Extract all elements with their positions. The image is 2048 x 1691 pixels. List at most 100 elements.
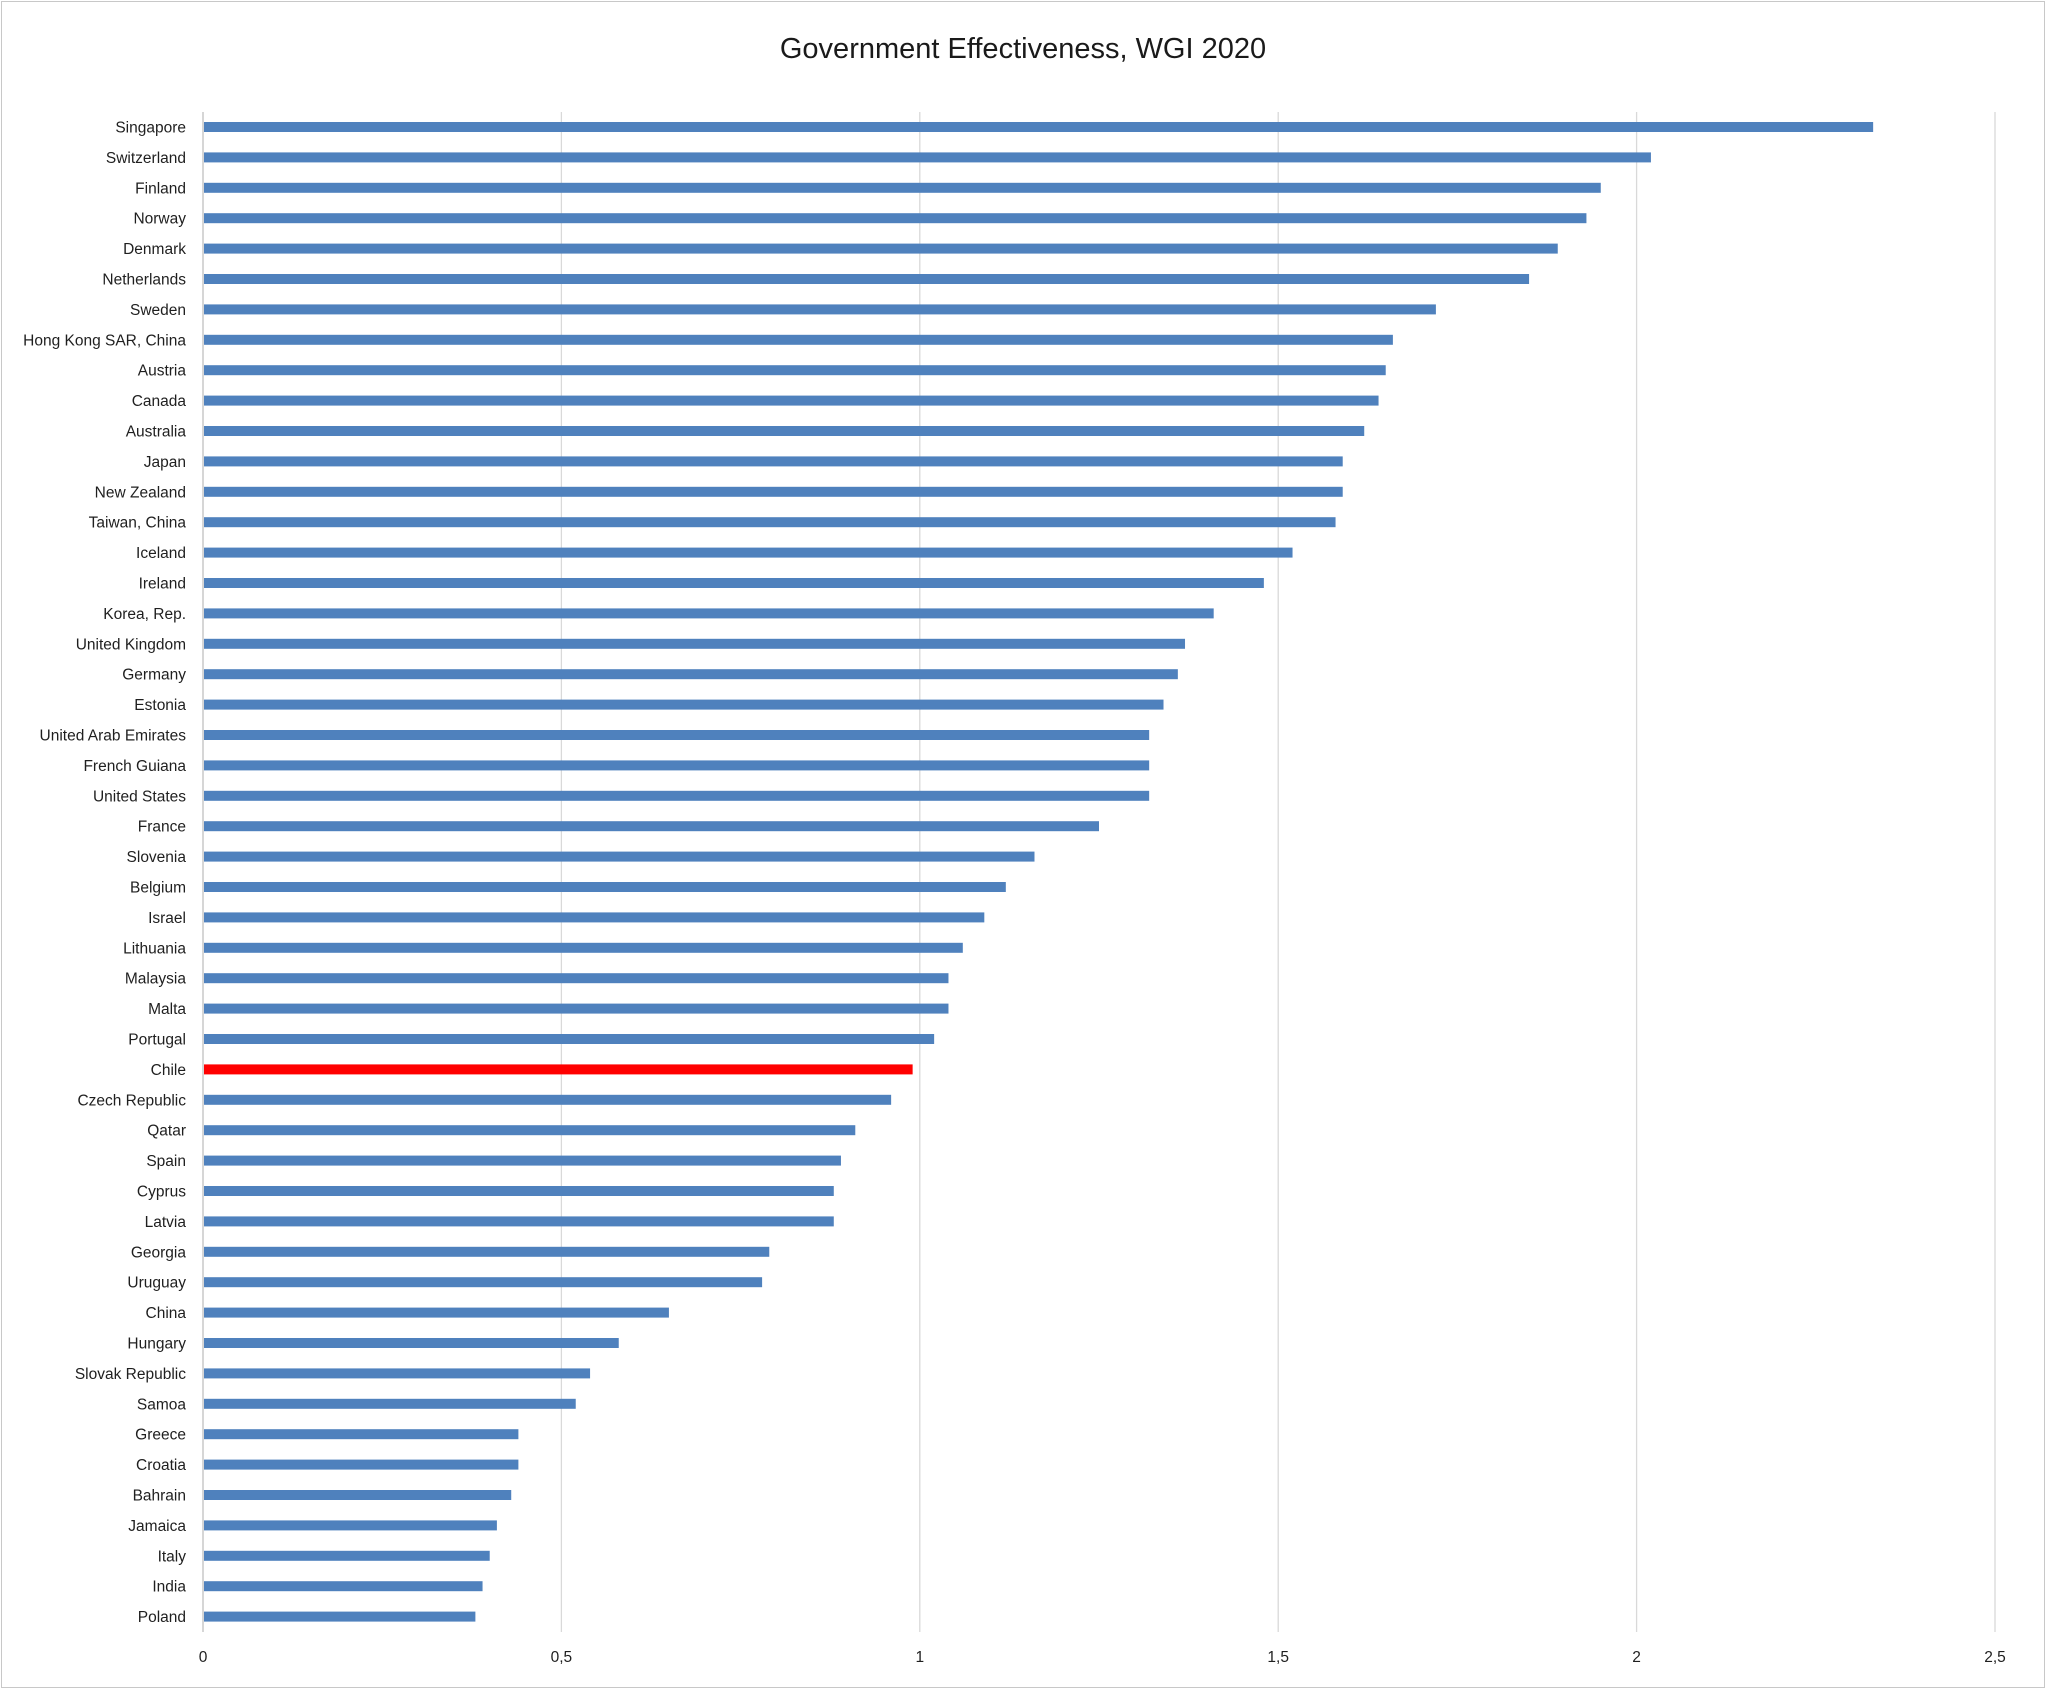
category-label: Denmark	[123, 241, 186, 258]
category-label: Samoa	[137, 1396, 186, 1413]
bar	[204, 1034, 935, 1044]
bar	[204, 608, 1214, 619]
x-tick-label: 0	[199, 1649, 208, 1666]
bar	[204, 912, 985, 923]
category-label: Poland	[138, 1609, 186, 1626]
category-label: Lithuania	[123, 940, 186, 957]
x-tick-label: 2	[1632, 1649, 1641, 1666]
bar	[204, 1186, 834, 1196]
category-label: Germany	[122, 667, 186, 684]
category-label: Canada	[132, 393, 187, 410]
bar	[204, 1338, 619, 1348]
category-label: Belgium	[130, 880, 186, 897]
x-axis-tick-labels: 0 0,5 1 1,5 2 2,5	[199, 1649, 2006, 1666]
bar	[204, 578, 1264, 588]
category-label: Hong Kong SAR, China	[23, 332, 186, 349]
category-label: Cyprus	[137, 1184, 186, 1201]
bar	[204, 821, 1099, 832]
category-label: Hungary	[127, 1336, 186, 1353]
category-label: Sweden	[130, 302, 186, 319]
category-label: French Guiana	[83, 758, 186, 775]
bar	[204, 1550, 490, 1561]
category-label: United States	[93, 788, 186, 805]
bars	[204, 122, 1874, 1622]
bar	[204, 1398, 576, 1409]
bar	[204, 790, 1150, 801]
bar	[204, 182, 1601, 193]
bar	[204, 213, 1587, 224]
category-label: Croatia	[136, 1457, 186, 1474]
bar	[204, 1490, 512, 1500]
bar	[204, 304, 1436, 315]
bar	[204, 942, 963, 953]
x-tick-label: 0,5	[551, 1649, 573, 1666]
bar	[204, 152, 1651, 163]
category-label: Malta	[148, 1001, 186, 1018]
category-label: France	[138, 819, 186, 836]
x-tick-label: 1	[915, 1649, 924, 1666]
bar	[204, 1094, 892, 1105]
category-labels: Singapore Switzerland Finland Norway Denmark…	[23, 120, 186, 1627]
bar-highlighted	[204, 1064, 913, 1075]
bar	[204, 1277, 763, 1288]
category-label: Slovak Republic	[75, 1366, 186, 1383]
category-label: Portugal	[128, 1032, 186, 1049]
x-tick-label: 1,5	[1267, 1649, 1289, 1666]
bar	[204, 638, 1186, 649]
category-label: Ireland	[139, 576, 186, 593]
bar	[204, 486, 1343, 497]
category-label: Estonia	[134, 697, 186, 714]
bar	[204, 1246, 770, 1257]
bar	[204, 426, 1365, 436]
category-label: Norway	[133, 211, 186, 228]
bar	[204, 760, 1150, 771]
bar	[204, 365, 1386, 376]
bar	[204, 243, 1558, 254]
category-label: Jamaica	[128, 1518, 186, 1535]
category-label: Spain	[146, 1153, 186, 1170]
category-label: Malaysia	[125, 971, 187, 988]
bar	[204, 1155, 841, 1166]
category-label: Korea, Rep.	[103, 606, 186, 623]
bar	[204, 1459, 519, 1470]
category-label: Uruguay	[127, 1275, 186, 1292]
bar	[204, 122, 1874, 132]
category-label: Japan	[144, 454, 186, 471]
category-label: Finland	[135, 180, 186, 197]
bar	[204, 547, 1293, 558]
category-label: Slovenia	[127, 849, 187, 866]
category-label: Switzerland	[106, 150, 186, 167]
category-label: Latvia	[145, 1214, 187, 1231]
bar	[204, 882, 1006, 892]
category-label: Chile	[151, 1062, 186, 1079]
bar	[204, 973, 949, 984]
category-label: Austria	[138, 363, 187, 380]
category-label: Georgia	[131, 1244, 187, 1261]
bar	[204, 395, 1379, 406]
bar	[204, 851, 1035, 862]
bar	[204, 1429, 519, 1440]
bar	[204, 517, 1336, 528]
category-label: Australia	[126, 424, 187, 441]
bar	[204, 1520, 497, 1531]
category-label: Israel	[148, 910, 186, 927]
category-label: Qatar	[147, 1123, 186, 1140]
category-label: India	[152, 1579, 186, 1596]
category-label: Iceland	[136, 545, 186, 562]
category-label: New Zealand	[95, 484, 186, 501]
category-label: Czech Republic	[77, 1092, 186, 1109]
category-label: China	[146, 1305, 187, 1322]
chart-title: Government Effectiveness, WGI 2020	[780, 33, 1266, 65]
x-tick-label: 2,5	[1984, 1649, 2006, 1666]
bar	[204, 1368, 591, 1379]
category-label: United Kingdom	[76, 636, 186, 653]
category-label: Taiwan, China	[89, 515, 187, 532]
bar	[204, 1581, 483, 1592]
bar	[204, 699, 1164, 710]
bar	[204, 1307, 669, 1318]
category-label: Greece	[135, 1427, 186, 1444]
bar	[204, 1125, 856, 1136]
category-label: Netherlands	[102, 272, 186, 289]
category-label: United Arab Emirates	[40, 728, 187, 745]
